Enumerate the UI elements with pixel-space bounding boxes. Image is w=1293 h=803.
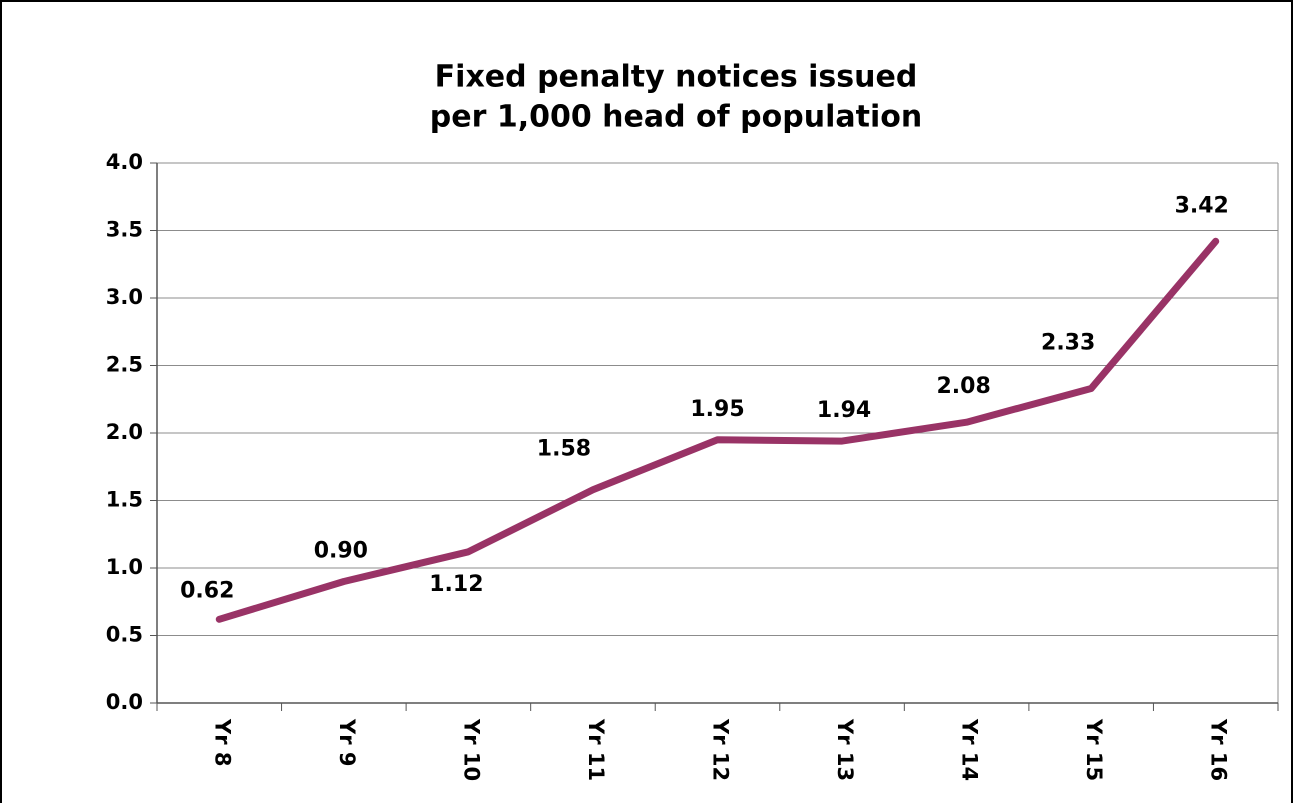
y-tick-label: 2.5 xyxy=(106,353,143,377)
data-line xyxy=(215,237,1220,623)
y-tick-label: 0.5 xyxy=(106,623,143,647)
data-label: 2.08 xyxy=(936,374,990,399)
data-label: 3.42 xyxy=(1175,193,1229,218)
y-tick-label: 3.5 xyxy=(106,218,143,242)
data-label: 2.33 xyxy=(1041,330,1095,355)
y-tick-label: 1.0 xyxy=(106,555,143,579)
data-label: 1.94 xyxy=(817,398,871,423)
x-tick-label: Yr 15 xyxy=(1082,718,1106,781)
y-tick-label: 1.5 xyxy=(106,488,143,512)
y-tick-label: 3.0 xyxy=(106,285,143,309)
x-tick-label: Yr 13 xyxy=(833,718,857,781)
data-label: 1.95 xyxy=(690,397,744,422)
chart-title: Fixed penalty notices issued xyxy=(435,60,918,95)
y-tick-label: 0.0 xyxy=(106,690,143,714)
data-label: 1.58 xyxy=(537,437,591,462)
data-label: 0.62 xyxy=(180,578,234,603)
y-tick-label: 4.0 xyxy=(106,150,143,174)
data-label: 1.12 xyxy=(429,572,483,597)
x-tick-label: Yr 14 xyxy=(958,718,982,781)
x-tick-label: Yr 9 xyxy=(335,718,359,767)
x-tick-label: Yr 10 xyxy=(459,718,483,781)
x-tick-label: Yr 16 xyxy=(1207,718,1231,781)
data-label: 0.90 xyxy=(314,539,368,564)
x-tick-label: Yr 11 xyxy=(584,718,608,781)
x-tick-label: Yr 8 xyxy=(210,718,234,767)
y-tick-label: 2.0 xyxy=(106,420,143,444)
chart-title: per 1,000 head of population xyxy=(430,100,922,135)
x-tick-label: Yr 12 xyxy=(709,718,733,781)
